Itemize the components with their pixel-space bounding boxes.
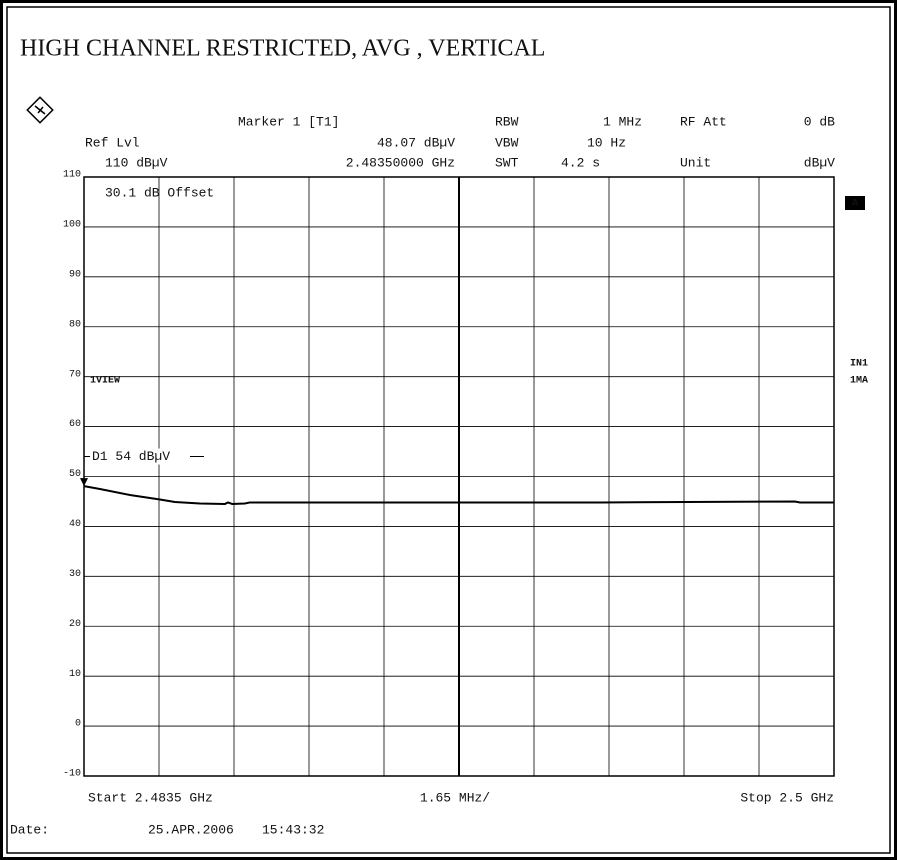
annotation: 1VIEW	[90, 376, 120, 387]
y-tick-label: 0	[75, 719, 81, 730]
annotation: Marker 1 [T1]	[238, 114, 339, 129]
y-tick-label: 50	[69, 469, 81, 480]
y-tick-label: 70	[69, 369, 81, 380]
y-tick-label: 110	[63, 170, 81, 181]
annotation: Date:	[10, 822, 49, 837]
annotation: 10 Hz	[587, 135, 626, 150]
annotation: 15:43:32	[262, 822, 324, 837]
annotation: 1 MHz	[603, 114, 642, 129]
y-tick-label: 10	[69, 669, 81, 680]
annotation: 1MA	[850, 376, 868, 387]
trace	[83, 485, 834, 505]
annotation: Unit	[680, 155, 711, 170]
annotation: 110 dBµV	[105, 155, 168, 170]
annotation: RF Att	[680, 114, 727, 129]
logo	[26, 96, 54, 124]
y-tick-label: 30	[69, 569, 81, 580]
annotation: Stop 2.5 GHz	[740, 790, 834, 805]
y-tick-label: -10	[63, 769, 81, 780]
annotation: 30.1 dB Offset	[105, 185, 214, 200]
display-line-label: D1 54 dBµV	[92, 449, 170, 464]
annotation: Start 2.4835 GHz	[88, 790, 213, 805]
annotation: VBW	[495, 135, 519, 150]
y-tick-label: 40	[69, 519, 81, 530]
annotation-box	[845, 196, 865, 210]
annotation: IN1	[850, 359, 868, 370]
marker	[80, 478, 88, 487]
y-tick-label: 100	[63, 220, 81, 231]
y-tick-label: 60	[69, 419, 81, 430]
chart-title: HIGH CHANNEL RESTRICTED, AVG , VERTICAL	[20, 36, 545, 62]
annotation: 2.48350000 GHz	[346, 155, 455, 170]
annotation: A	[852, 199, 858, 210]
y-tick-label: 80	[69, 319, 81, 330]
annotation: 4.2 s	[561, 155, 600, 170]
annotation: SWT	[495, 155, 519, 170]
annotation: 48.07 dBµV	[377, 135, 455, 150]
annotation: 0 dB	[804, 114, 835, 129]
annotation: Ref Lvl	[85, 135, 140, 150]
inner-frame	[6, 6, 891, 854]
display-label-bg	[90, 448, 190, 465]
y-tick-label: 90	[69, 269, 81, 280]
annotation: 1.65 MHz/	[420, 790, 490, 805]
y-tick-label: 20	[69, 619, 81, 630]
annotation: dBµV	[804, 155, 835, 170]
annotation: RBW	[495, 114, 519, 129]
annotation: 25.APR.2006	[148, 822, 234, 837]
